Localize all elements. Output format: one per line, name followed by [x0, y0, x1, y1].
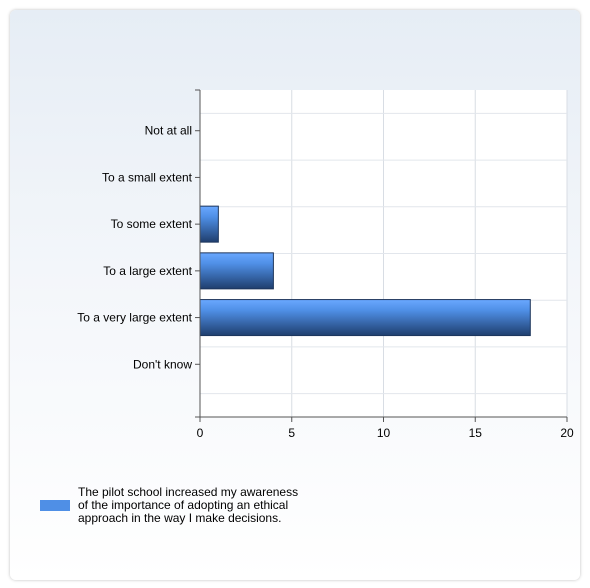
bars: [199, 205, 531, 337]
x-tick-label: 10: [377, 426, 391, 440]
bar: [199, 252, 274, 290]
bar: [199, 205, 219, 243]
category-label: Don't know: [133, 357, 192, 371]
axes: [195, 89, 568, 422]
category-label: To some extent: [111, 217, 193, 231]
legend: The pilot school increased my awareness …: [40, 486, 308, 525]
category-label: To a very large extent: [77, 311, 192, 325]
legend-label: The pilot school increased my awareness …: [78, 485, 299, 525]
category-label: Not at all: [145, 124, 192, 138]
axis-labels: 0 5 10 15 20 Not at all To a small extent To so…: [77, 124, 574, 440]
x-tick-label: 0: [197, 426, 204, 440]
legend-swatch: [40, 500, 70, 511]
x-tick-label: 20: [560, 426, 574, 440]
category-label: To a large extent: [103, 264, 192, 278]
x-tick-label: 15: [469, 426, 483, 440]
bar: [199, 299, 531, 337]
x-tick-label: 5: [288, 426, 295, 440]
category-label: To a small extent: [102, 170, 193, 184]
